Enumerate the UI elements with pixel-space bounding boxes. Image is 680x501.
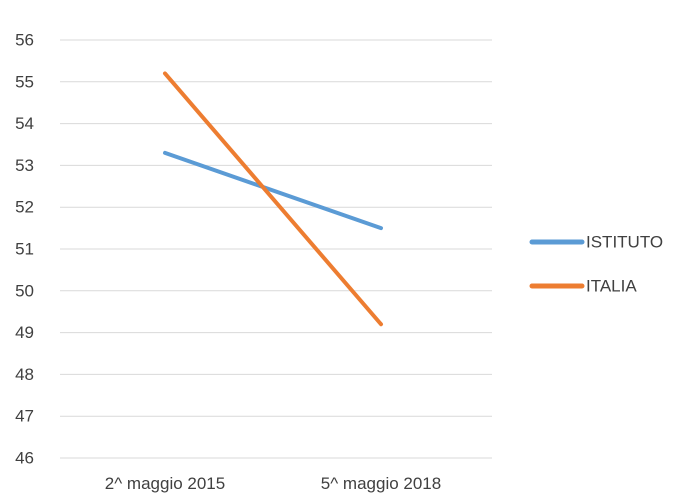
- y-tick-label: 48: [15, 365, 34, 384]
- gridlines: [60, 39, 492, 459]
- x-axis-category-labels: 2^ maggio 2015 5^ maggio 2018: [105, 474, 441, 493]
- y-tick-label: 52: [15, 198, 34, 217]
- y-tick-label: 50: [15, 281, 34, 300]
- y-tick-label: 47: [15, 407, 34, 426]
- y-tick-label: 55: [15, 72, 34, 91]
- y-tick-label: 49: [15, 323, 34, 342]
- y-tick-label: 53: [15, 156, 34, 175]
- y-tick-label: 54: [15, 114, 34, 133]
- legend-label-istituto: ISTITUTO: [586, 233, 663, 252]
- series-line-italia: [163, 71, 383, 327]
- y-tick-label: 46: [15, 449, 34, 468]
- legend-label-italia: ITALIA: [586, 277, 637, 296]
- legend: ISTITUTO ITALIA: [529, 233, 663, 296]
- y-axis-tick-labels: 46 47 48 49 50 51 52 53 54 55 56: [15, 31, 34, 468]
- x-category-label: 2^ maggio 2015: [105, 474, 225, 493]
- series-line-istituto: [163, 150, 383, 231]
- y-tick-label: 56: [15, 31, 34, 50]
- x-category-label: 5^ maggio 2018: [321, 474, 441, 493]
- y-tick-label: 51: [15, 240, 34, 259]
- series-lines: [163, 71, 383, 327]
